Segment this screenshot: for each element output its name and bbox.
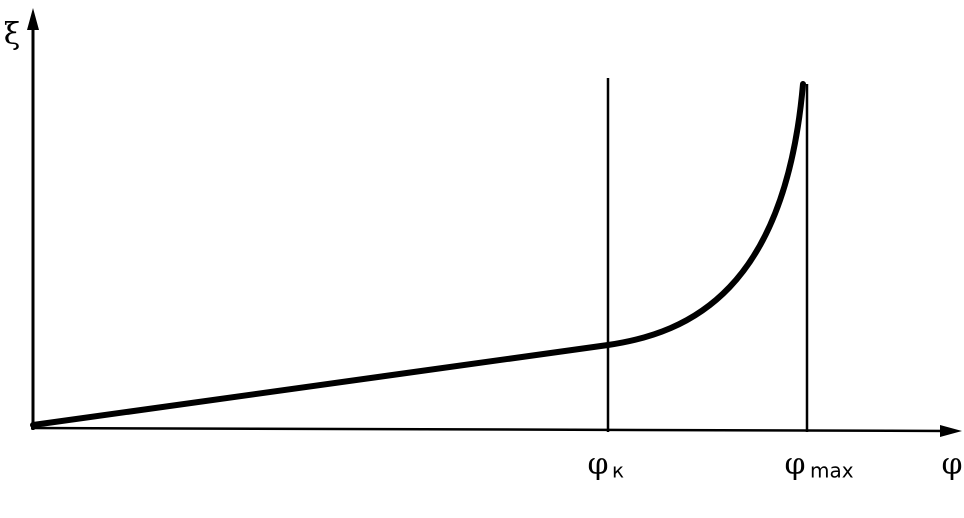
x-axis xyxy=(30,426,953,433)
x-axis-label: φ xyxy=(941,447,962,482)
y-axis-label: ξ xyxy=(4,17,21,52)
marker-symbol: φ xyxy=(784,447,805,482)
curve xyxy=(30,81,806,428)
y-arrow xyxy=(27,8,39,30)
marker-symbol: φ xyxy=(587,447,608,482)
x-arrow xyxy=(940,425,962,437)
marker-subscript: max xyxy=(810,459,854,483)
marker-subscript: к xyxy=(612,459,624,483)
